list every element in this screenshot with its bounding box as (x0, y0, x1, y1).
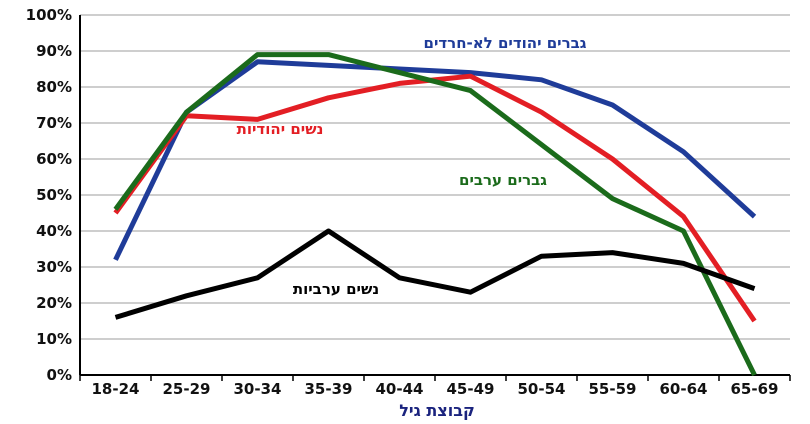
x-axis-title: קבוצת גיל (399, 401, 475, 420)
y-tick-label: 70% (36, 114, 72, 132)
x-tick-label: 45-49 (447, 380, 495, 398)
x-tick-label: 55-59 (589, 380, 637, 398)
x-tick-label: 25-29 (163, 380, 211, 398)
series-label-arab-men: גברים ערבים (459, 171, 547, 189)
series-lines (113, 52, 757, 377)
y-tick-label: 60% (36, 150, 72, 168)
x-tick-label: 35-39 (305, 380, 353, 398)
y-tick-labels: 0% 10% 20% 30% 40% 50% 60% 70% 80% 90% 100% (26, 6, 72, 384)
series-label-arab-women: נשים ערביות (293, 280, 379, 298)
y-tick-label: 90% (36, 42, 72, 60)
axes (79, 15, 791, 381)
y-tick-label: 20% (36, 294, 72, 312)
series-line-3 (114, 228, 756, 320)
series-line-0 (113, 59, 757, 261)
x-tick-label: 30-34 (234, 380, 282, 398)
x-tick-label: 50-54 (518, 380, 566, 398)
x-tick-labels: 18-24 25-29 30-34 35-39 40-44 45-49 50-54 55-59… (92, 380, 779, 398)
x-tick-label: 65-69 (731, 380, 779, 398)
y-tick-label: 100% (26, 6, 72, 24)
series-line-2 (113, 52, 757, 377)
x-tick-label: 18-24 (92, 380, 140, 398)
y-tick-label: 0% (47, 366, 72, 384)
series-label-jewish-women: נשים יהודיות (237, 120, 324, 138)
series-label-jewish-men: גברים יהודים לא-חרדים (424, 34, 587, 52)
grid-lines (80, 14, 790, 340)
x-tick-label: 40-44 (376, 380, 424, 398)
y-tick-label: 50% (36, 186, 72, 204)
y-tick-label: 10% (36, 330, 72, 348)
x-tick-label: 60-64 (660, 380, 708, 398)
y-tick-label: 30% (36, 258, 72, 276)
y-tick-label: 80% (36, 78, 72, 96)
y-tick-label: 40% (36, 222, 72, 240)
